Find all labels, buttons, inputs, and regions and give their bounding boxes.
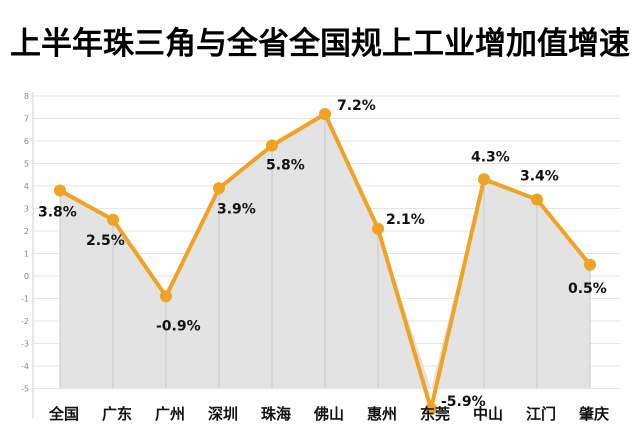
data-point-江门 [531, 193, 543, 206]
y-tick-label: -2 [21, 317, 29, 326]
data-point-惠州 [372, 222, 384, 235]
data-point-全国 [54, 184, 66, 197]
data-label: 7.2% [337, 98, 376, 114]
x-tick-label: 佛山 [313, 405, 344, 423]
data-label: -0.9% [156, 318, 201, 334]
x-tick-label: 中山 [473, 405, 503, 423]
data-point-佛山 [319, 108, 331, 120]
y-tick-label: 0 [24, 272, 29, 281]
data-label: 3.9% [217, 201, 256, 217]
data-points [54, 108, 596, 415]
y-tick-label: 6 [24, 137, 29, 146]
data-label: 3.4% [520, 169, 559, 185]
y-tick-label: 3 [24, 205, 29, 214]
data-label: 2.1% [386, 212, 425, 228]
x-axis: 全国 广东 广州 深圳 珠海 佛山 惠州 东莞 中山 江门 肇庆 [48, 405, 609, 423]
x-tick-label: 东莞 [420, 405, 450, 423]
y-tick-label: -4 [21, 362, 29, 371]
data-label: 5.8% [266, 158, 305, 174]
data-labels: 3.8% 2.5% -0.9% 3.9% 5.8% 7.2% 2.1% -5.9% 4.3% 3.… [38, 98, 607, 410]
data-label: 2.5% [86, 233, 125, 249]
data-label: 4.3% [471, 149, 510, 165]
data-label: -5.9% [441, 394, 486, 410]
y-tick-label: 2 [24, 227, 29, 236]
x-tick-label: 全国 [48, 405, 79, 423]
chart-title: 上半年珠三角与全省全国规上工业增加值增速 [10, 26, 630, 62]
y-tick-label: -5 [21, 385, 29, 394]
data-point-广东 [107, 213, 119, 226]
data-point-中山 [478, 173, 490, 186]
y-tick-label: 5 [24, 160, 29, 169]
y-tick-label: 1 [24, 250, 29, 259]
y-tick-label: 7 [24, 115, 29, 124]
y-axis: 8 7 6 5 4 3 2 1 0 -1 -2 -3 -4 -5 [21, 92, 34, 419]
x-tick-label: 肇庆 [578, 405, 609, 423]
data-label: 0.5% [568, 281, 607, 297]
data-point-广州 [160, 290, 172, 303]
y-tick-label: -1 [21, 295, 29, 304]
data-point-东莞 [425, 402, 437, 415]
data-point-珠海 [266, 139, 278, 152]
y-tick-label: 4 [24, 182, 29, 191]
y-tick-label: -3 [21, 340, 29, 349]
data-point-深圳 [213, 182, 225, 195]
data-point-肇庆 [584, 258, 596, 271]
x-tick-label: 惠州 [367, 405, 397, 423]
data-label: 3.8% [38, 205, 77, 221]
area-fill [59, 114, 591, 389]
x-tick-label: 深圳 [208, 405, 238, 423]
x-tick-label: 广东 [102, 405, 132, 423]
y-tick-label: 8 [24, 92, 29, 101]
x-tick-label: 珠海 [261, 405, 291, 423]
x-tick-label: 江门 [526, 405, 556, 423]
x-tick-label: 广州 [155, 405, 185, 423]
